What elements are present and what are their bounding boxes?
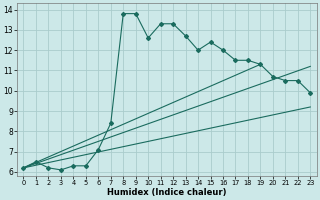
X-axis label: Humidex (Indice chaleur): Humidex (Indice chaleur) [107, 188, 227, 197]
